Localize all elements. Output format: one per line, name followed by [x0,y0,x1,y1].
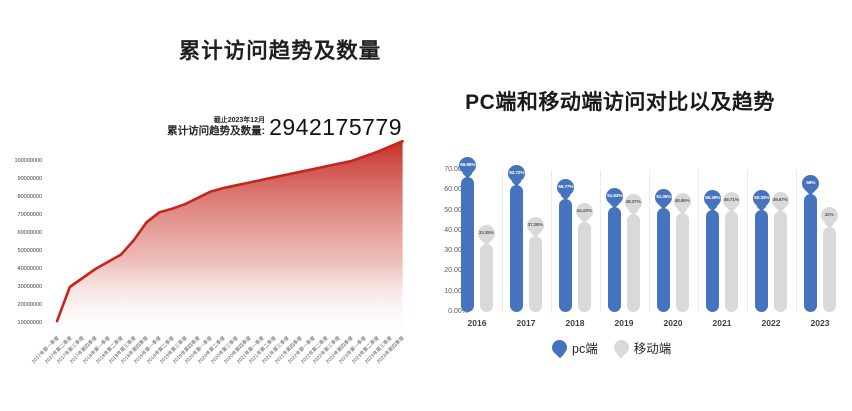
legend-label-mobile: 移动端 [633,342,672,356]
group-separator [746,170,748,312]
counter-labels: 截止2023年12月 累计访问趋势及数量: [167,116,265,138]
pc-bar-2018 [559,198,573,312]
y-tick-label: 10000000 [17,320,42,326]
legend-item-mobile: 移动端 [613,338,672,357]
x-category-label: 2023 [810,318,830,328]
pc-value-balloon: 51.05% [655,188,673,206]
mobile-value-balloon: 49.71% [722,191,740,209]
x-category-label: 2018 [565,318,585,328]
mobile-value-balloon: 37.28% [526,216,544,234]
y-tick-label: 40000000 [17,266,42,272]
mobile-value-balloon: 48.37% [624,194,642,212]
mobile-value-balloon: 42% [820,207,838,225]
asof-date-label: 截止2023年12月 [213,117,266,124]
y-tick-label: 90000000 [17,176,42,182]
pc-value-balloon: 62.72% [508,165,526,183]
area-trend-line [55,139,404,323]
x-category-label: 2022 [761,318,781,328]
group-separator [550,170,552,312]
pc-bar-2023 [804,194,818,312]
pc-value-balloon: 66.65% [459,157,477,175]
mobile-value-balloon: 33.35% [477,224,495,242]
x-category-label: 2019 [614,318,634,328]
pc-bar-2022 [755,209,769,312]
x-category-label: 2020 [663,318,683,328]
area-fill [57,141,403,340]
y-tick-label: 40.00% [444,226,468,234]
y-tick-label: 70.00% [444,166,468,173]
pc-value-balloon: 50.33% [753,190,771,208]
mobile-bar-2016 [479,244,493,312]
y-tick-label: 20000000 [17,302,42,308]
mobile-value-balloon: 44.23% [575,202,593,220]
mobile-value-balloon: 49.67% [771,191,789,209]
legend: pc端 移动端 [552,338,671,357]
legend-item-pc: pc端 [552,338,598,357]
pc-bar-2019 [608,207,622,312]
y-tick-label: 50.00% [444,206,468,214]
y-tick-label: 60.00% [444,186,468,194]
y-tick-label: 10.00% [444,287,468,295]
pc-bar-2020 [657,208,671,312]
cumulative-counter: 截止2023年12月 累计访问趋势及数量: 2942175779 [167,114,402,140]
mobile-bar-2019 [626,213,640,312]
group-separator [648,170,650,312]
cumulative-chart-title: 累计访问趋势及数量 [178,39,382,63]
pc-bar-2016 [461,176,475,312]
y-tick-label: 0.00% [448,308,468,315]
x-category-label: 2021 [712,318,732,328]
y-tick-label: 60000000 [17,230,42,236]
mobile-series-pin-icon [613,340,629,355]
pc-series-pin-icon [552,340,567,355]
y-tick-label: 30.00% [444,247,468,255]
counter-value: 2942175779 [269,114,402,140]
mobile-value-balloon: 48.95% [673,193,691,211]
group-separator [599,170,601,312]
pc-value-balloon: 58% [802,174,820,192]
pc-value-balloon: 50.29% [704,190,722,208]
mobile-bar-2022 [773,211,787,312]
pc-value-balloon: 51.63% [606,187,624,205]
comparison-chart-title: PC端和移动端访问对比以及趋势 [465,91,775,114]
pc-bar-2017 [510,184,524,312]
pc-bar-2021 [706,209,720,312]
mobile-bar-2018 [577,222,591,312]
y-tick-label: 30000000 [17,284,42,290]
y-tick-label: 100000000 [14,158,42,164]
y-tick-label: 80000000 [17,194,42,200]
x-category-label: 2017 [516,318,536,328]
mobile-bar-2021 [724,211,738,312]
y-tick-label: 50000000 [17,248,42,254]
y-tick-label: 20.00% [444,267,468,275]
x-category-label: 2016 [467,318,487,328]
group-separator [697,170,699,312]
counter-caption: 累计访问趋势及数量: [167,125,266,137]
mobile-bar-2023 [822,226,836,312]
group-separator [501,170,503,312]
legend-label-pc: pc端 [572,342,598,356]
mobile-bar-2020 [675,212,689,312]
y-tick-label: 70000000 [17,212,42,218]
mobile-bar-2017 [528,236,542,312]
pc-value-balloon: 55.77% [557,179,575,197]
group-separator [795,170,797,312]
